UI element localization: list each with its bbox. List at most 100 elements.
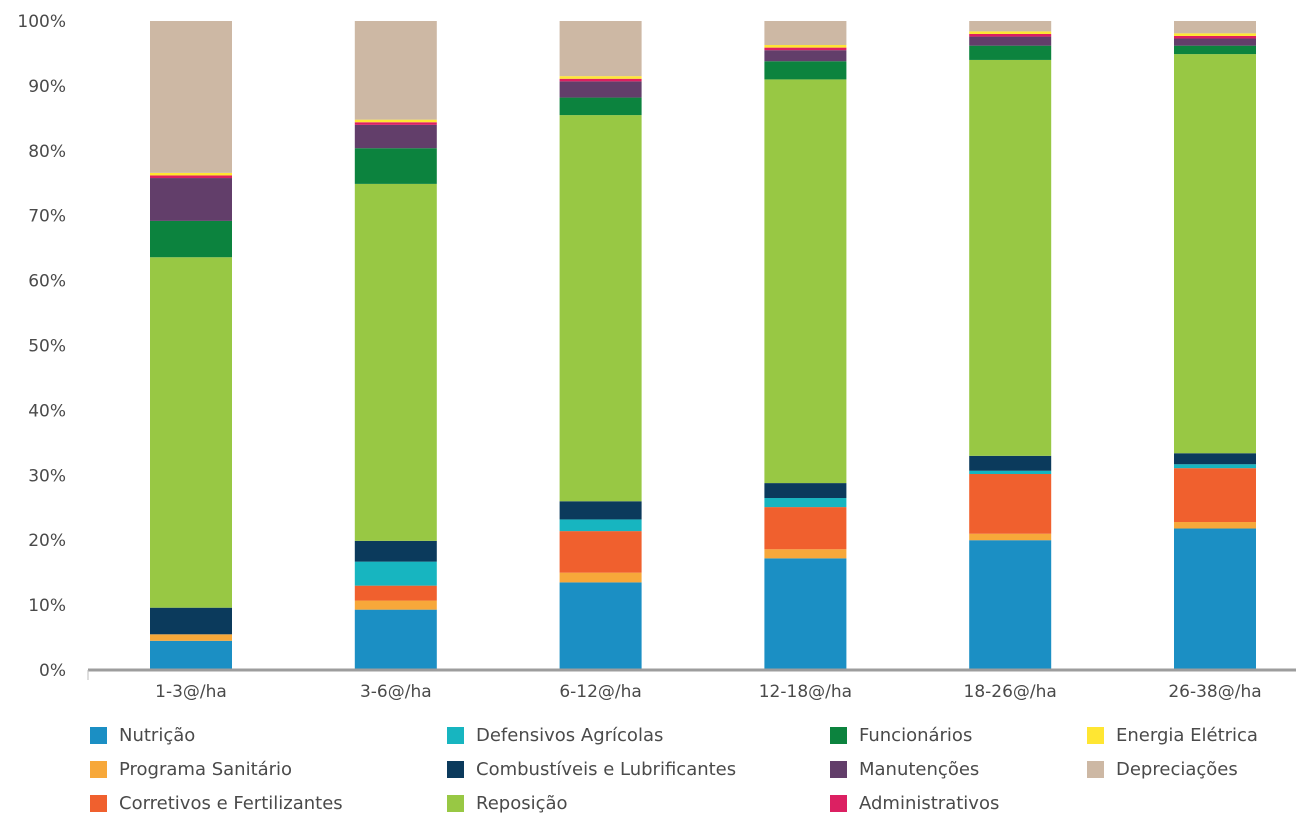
- bar-segment: [969, 59, 1052, 456]
- legend-swatch: [90, 726, 107, 744]
- bar-segment: [150, 178, 232, 221]
- y-axis-tick-labels: 0% 10% 20% 30% 40% 50% 60% 70% 80% 90% 100%: [17, 12, 66, 681]
- bar-segment: [559, 531, 642, 573]
- bar-segment: [354, 21, 437, 120]
- bar-segment: [764, 498, 847, 508]
- bar-segment: [764, 21, 847, 46]
- bar-segment: [354, 540, 437, 562]
- legend-swatch: [1087, 760, 1104, 778]
- bar-segment: [764, 549, 847, 559]
- legend-swatch: [90, 760, 107, 778]
- bar-segment: [150, 172, 232, 176]
- y-tick-label: 90%: [28, 77, 66, 97]
- bar-segment: [559, 76, 642, 79]
- bar-segment: [1174, 33, 1256, 36]
- bar-segment: [559, 115, 642, 502]
- x-tick-label: 18-26@/ha: [964, 682, 1057, 700]
- bar-segment: [969, 31, 1052, 34]
- legend-item: Administrativos: [830, 791, 999, 815]
- y-tick-label: 40%: [28, 401, 66, 421]
- legend-label: Energia Elétrica: [1116, 724, 1258, 746]
- bar-segment: [354, 148, 437, 184]
- bar-segment: [559, 582, 642, 670]
- y-tick-label: 0%: [39, 661, 66, 681]
- bar-segment: [1174, 21, 1256, 34]
- bar-segment: [150, 21, 232, 173]
- bar-segment: [764, 50, 847, 62]
- y-tick-label: 20%: [28, 531, 66, 551]
- bar-segment: [969, 21, 1052, 32]
- legend-item: Corretivos e Fertilizantes: [90, 791, 343, 815]
- bar-segment: [559, 97, 642, 116]
- x-tick-label: 12-18@/ha: [759, 682, 852, 700]
- bar-segment: [354, 183, 437, 541]
- legend-label: Funcionários: [859, 724, 973, 746]
- legend-item: Reposição: [447, 791, 568, 815]
- y-tick-label: 70%: [28, 207, 66, 227]
- x-axis-tick-labels: 1-3@/ha 3-6@/ha 6-12@/ha 12-18@/ha 18-26@/ha…: [155, 682, 1262, 700]
- legend-item: Combustíveis e Lubrificantes: [447, 757, 736, 781]
- legend-item: Depreciações: [1087, 757, 1238, 781]
- bar-segment: [969, 533, 1052, 541]
- legend-item: Manutenções: [830, 757, 979, 781]
- y-tick-label: 80%: [28, 142, 66, 162]
- bar-segment: [764, 558, 847, 670]
- legend-label: Depreciações: [1116, 758, 1238, 780]
- y-tick-label: 50%: [28, 337, 66, 357]
- bar-segment: [559, 21, 642, 77]
- x-tick-label: 3-6@/ha: [360, 682, 432, 700]
- bar-segment: [764, 79, 847, 484]
- bar-segment: [354, 561, 437, 586]
- legend-item: Defensivos Agrícolas: [447, 723, 663, 747]
- bar-segment: [354, 600, 437, 610]
- legend-swatch: [830, 760, 847, 778]
- bar-segment: [559, 501, 642, 520]
- x-tick-label: 6-12@/ha: [559, 682, 642, 700]
- bar-segment: [559, 78, 642, 82]
- bar-segment: [969, 455, 1052, 471]
- bars: [150, 21, 1256, 670]
- bar-segment: [969, 36, 1052, 46]
- bar-segment: [150, 640, 232, 670]
- bar-segment: [1174, 468, 1256, 523]
- bar-segment: [354, 609, 437, 670]
- bar-segment: [1174, 38, 1256, 46]
- bar-segment: [1174, 453, 1256, 465]
- legend-swatch: [447, 794, 464, 812]
- legend-label: Reposição: [476, 792, 568, 814]
- bar-segment: [1174, 522, 1256, 529]
- legend-item: Nutrição: [90, 723, 195, 747]
- bar-segment: [969, 33, 1052, 37]
- legend-label: Manutenções: [859, 758, 980, 780]
- stacked-bar-chart: 0% 10% 20% 30% 40% 50% 60% 70% 80% 90% 100% 1-3@/h…: [17, 12, 1296, 700]
- bar-segment: [969, 45, 1052, 60]
- bar-segment: [150, 220, 232, 258]
- legend-swatch: [1087, 726, 1104, 744]
- legend-label: Combustíveis e Lubrificantes: [476, 758, 737, 780]
- legend-item: Programa Sanitário: [90, 757, 292, 781]
- bar-segment: [354, 119, 437, 123]
- bar-segment: [969, 474, 1052, 534]
- legend-item: Energia Elétrica: [1087, 723, 1258, 747]
- bar-segment: [559, 519, 642, 532]
- y-tick-label: 30%: [28, 466, 66, 486]
- bar-segment: [150, 257, 232, 608]
- bar-segment: [764, 61, 847, 80]
- y-tick-label: 10%: [28, 596, 66, 616]
- legend-swatch: [90, 794, 107, 812]
- legend-label: Administrativos: [859, 792, 1000, 814]
- x-tick-label: 1-3@/ha: [155, 682, 227, 700]
- legend-swatch: [830, 726, 847, 744]
- bar-segment: [354, 585, 437, 601]
- y-tick-label: 100%: [17, 12, 66, 32]
- legend-swatch: [447, 760, 464, 778]
- bar-segment: [150, 634, 232, 641]
- bar-segment: [150, 607, 232, 635]
- bar-segment: [764, 507, 847, 550]
- legend-label: Programa Sanitário: [119, 758, 293, 780]
- bar-segment: [559, 81, 642, 98]
- bar-segment: [969, 470, 1052, 475]
- bar-segment: [354, 122, 437, 125]
- bar-segment: [1174, 45, 1256, 55]
- x-tick-label: 26-38@/ha: [1168, 682, 1261, 700]
